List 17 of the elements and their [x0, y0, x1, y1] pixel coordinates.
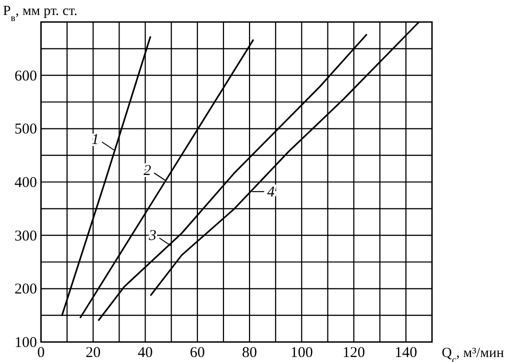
- y-tick-label: 300: [14, 228, 37, 244]
- x-tick-label: 100: [290, 345, 313, 361]
- x-tick-label: 0: [37, 345, 45, 361]
- y-axis-title: P$_{в}$, мм рт. ст.: [3, 4, 78, 24]
- callout: 4: [252, 184, 275, 201]
- x-tick-label: 60: [190, 345, 205, 361]
- annotation: 4: [267, 184, 276, 201]
- x-tick-label: 80: [242, 345, 258, 361]
- x-tick-label: 120: [342, 345, 366, 361]
- y-tick-label: 500: [14, 122, 37, 138]
- y-tick-label: 600: [14, 68, 37, 84]
- y-tick-label: 100: [14, 335, 37, 351]
- y-tick-label: 200: [14, 282, 37, 298]
- y-tick-label: 400: [14, 175, 37, 191]
- x-tick-label: 140: [394, 345, 418, 361]
- x-tick-label: 40: [138, 345, 153, 361]
- x-tick-label: 20: [86, 345, 101, 361]
